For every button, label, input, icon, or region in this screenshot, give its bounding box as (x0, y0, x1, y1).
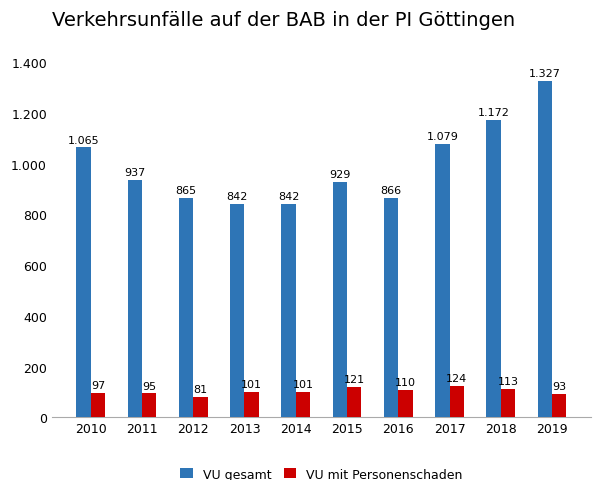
Text: Verkehrsunfälle auf der BAB in der PI Göttingen: Verkehrsunfälle auf der BAB in der PI Gö… (52, 11, 515, 30)
Bar (552, 394, 566, 418)
Bar (399, 390, 412, 418)
Text: 113: 113 (497, 376, 518, 386)
Bar (538, 82, 552, 418)
Bar (333, 182, 347, 418)
Bar (347, 387, 361, 418)
Bar (450, 386, 464, 418)
Text: 866: 866 (380, 186, 402, 196)
Bar (193, 397, 208, 418)
Bar (501, 389, 515, 418)
Bar (296, 392, 310, 418)
Text: 937: 937 (124, 168, 146, 178)
Bar (281, 204, 296, 418)
Legend: VU gesamt, VU mit Personenschaden: VU gesamt, VU mit Personenschaden (174, 461, 469, 480)
Text: 93: 93 (552, 382, 566, 392)
Text: 1.079: 1.079 (426, 132, 458, 142)
Text: 1.327: 1.327 (529, 69, 561, 79)
Text: 1.172: 1.172 (477, 108, 509, 118)
Text: 101: 101 (293, 380, 314, 389)
Bar (435, 144, 450, 418)
Bar (128, 180, 142, 418)
Text: 929: 929 (329, 170, 350, 180)
Bar (244, 392, 259, 418)
Text: 865: 865 (175, 186, 197, 196)
Bar (142, 394, 157, 418)
Text: 1.065: 1.065 (67, 135, 99, 145)
Text: 842: 842 (226, 192, 248, 202)
Bar (384, 198, 399, 418)
Text: 101: 101 (241, 380, 262, 389)
Text: 124: 124 (446, 373, 467, 384)
Bar (486, 120, 501, 418)
Bar (76, 148, 91, 418)
Text: 110: 110 (395, 377, 416, 387)
Text: 121: 121 (344, 374, 365, 384)
Bar (179, 198, 193, 418)
Text: 81: 81 (193, 384, 208, 395)
Text: 97: 97 (91, 381, 105, 391)
Bar (91, 393, 105, 418)
Text: 842: 842 (278, 192, 299, 202)
Text: 95: 95 (142, 381, 156, 391)
Bar (230, 204, 244, 418)
